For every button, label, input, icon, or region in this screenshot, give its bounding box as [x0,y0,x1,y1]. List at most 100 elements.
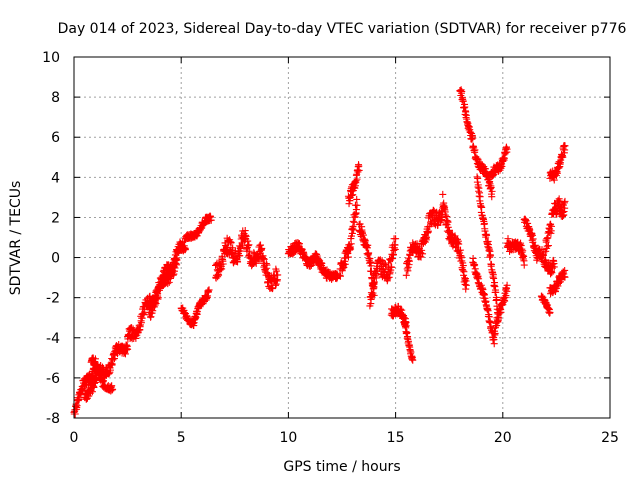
data-point [353,195,361,203]
data-point [474,181,482,189]
data-point [461,280,469,288]
data-point [388,263,396,271]
data-point [517,241,525,249]
data-point [550,176,558,184]
data-point [370,278,378,286]
data-series-sdtvar [70,86,569,418]
data-point [124,345,132,353]
data-point [218,265,226,273]
data-point [443,213,451,221]
data-point [138,314,146,322]
data-point [244,242,252,250]
x-axis-label: GPS time / hours [283,459,400,475]
data-point [366,258,374,266]
data-point [385,273,393,281]
plot-frame [73,56,611,419]
data-point [419,250,427,258]
data-point [520,261,528,269]
data-point [170,263,178,271]
data-point [105,369,113,377]
data-point [461,103,469,111]
data-point [503,145,511,153]
data-point [476,189,484,197]
y-tick-label: 10 [42,50,60,66]
data-point [529,231,537,239]
data-point [132,334,140,342]
data-point [391,245,399,253]
data-point [555,195,563,203]
data-point [389,255,397,263]
data-point [493,321,501,329]
data-point [458,88,466,96]
data-point [475,184,483,192]
data-point [234,258,242,266]
data-point [559,153,567,161]
x-tick-label: 25 [601,430,619,446]
data-point [471,261,479,269]
data-point [459,262,467,270]
x-tick-label: 5 [177,430,186,446]
data-point [350,218,358,226]
data-point [368,290,376,298]
data-point [272,281,280,289]
data-point [318,259,326,267]
data-point [290,248,298,256]
data-point [498,163,506,171]
data-point [502,292,510,300]
data-point [215,271,223,279]
data-point [516,240,524,248]
y-tick-label: 4 [51,170,60,186]
data-point [109,385,117,393]
data-point [151,298,159,306]
data-point [355,166,363,174]
data-point [392,235,400,243]
data-point [237,243,245,251]
data-point [242,232,250,240]
data-point [402,271,410,279]
data-point [274,271,282,279]
data-point [447,230,455,238]
data-point [353,175,361,183]
data-point [352,206,360,214]
data-point [336,272,344,280]
data-point [503,281,511,289]
data-point [205,286,213,294]
data-point [490,340,498,348]
y-tick-label: -6 [46,371,60,387]
data-point [548,269,556,277]
data-point [529,235,537,243]
data-point [336,271,344,279]
data-point [478,203,486,211]
data-point [359,231,367,239]
data-point [459,97,467,105]
data-point [364,241,372,249]
data-point [263,261,271,269]
chart-title: Day 014 of 2023, Sidereal Day-to-day VTE… [58,21,627,37]
data-point [492,288,500,296]
data-point [480,290,488,298]
data-point [546,308,554,316]
data-point [110,355,118,363]
data-point [474,174,482,182]
y-tick-label: 2 [51,210,60,226]
data-point [71,410,79,418]
data-point [169,267,177,275]
data-point [561,204,569,212]
y-tick-label: -4 [46,331,60,347]
data-point [353,201,361,209]
data-point [528,230,536,238]
data-point [349,191,357,199]
data-point [452,244,460,252]
data-point [486,318,494,326]
data-point [504,235,512,243]
y-tick-label: -2 [46,291,60,307]
x-tick-label: 20 [494,430,512,446]
data-point [272,280,280,288]
data-point [344,253,352,261]
data-point [561,142,569,150]
data-point [490,274,498,282]
data-point [487,184,495,192]
data-point [369,289,377,297]
data-point [457,246,465,254]
